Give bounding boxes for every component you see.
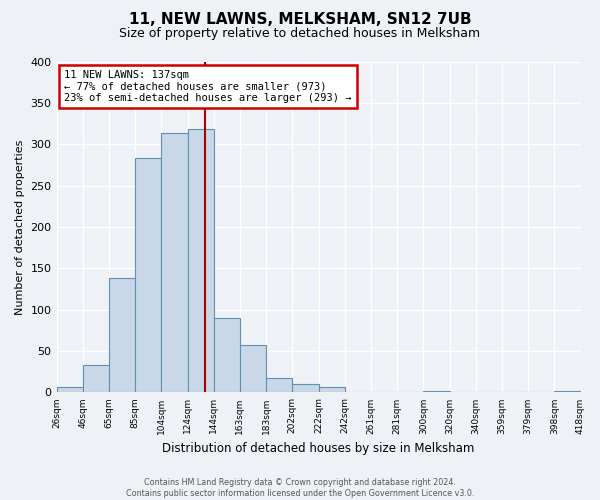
Bar [214, 318, 240, 392]
Y-axis label: Number of detached properties: Number of detached properties [15, 140, 25, 314]
Bar [109, 278, 135, 392]
X-axis label: Distribution of detached houses by size in Melksham: Distribution of detached houses by size … [163, 442, 475, 455]
Bar [240, 346, 266, 393]
Text: 11 NEW LAWNS: 137sqm
← 77% of detached houses are smaller (973)
23% of semi-deta: 11 NEW LAWNS: 137sqm ← 77% of detached h… [64, 70, 352, 103]
Text: Size of property relative to detached houses in Melksham: Size of property relative to detached ho… [119, 28, 481, 40]
Bar [266, 378, 292, 392]
Text: 11, NEW LAWNS, MELKSHAM, SN12 7UB: 11, NEW LAWNS, MELKSHAM, SN12 7UB [128, 12, 472, 28]
Bar [135, 158, 161, 392]
Bar [424, 391, 449, 392]
Bar [161, 132, 188, 392]
Bar [319, 386, 345, 392]
Bar [83, 365, 109, 392]
Text: Contains HM Land Registry data © Crown copyright and database right 2024.
Contai: Contains HM Land Registry data © Crown c… [126, 478, 474, 498]
Bar [554, 391, 580, 392]
Bar [188, 130, 214, 392]
Bar [292, 384, 319, 392]
Bar [56, 386, 83, 392]
